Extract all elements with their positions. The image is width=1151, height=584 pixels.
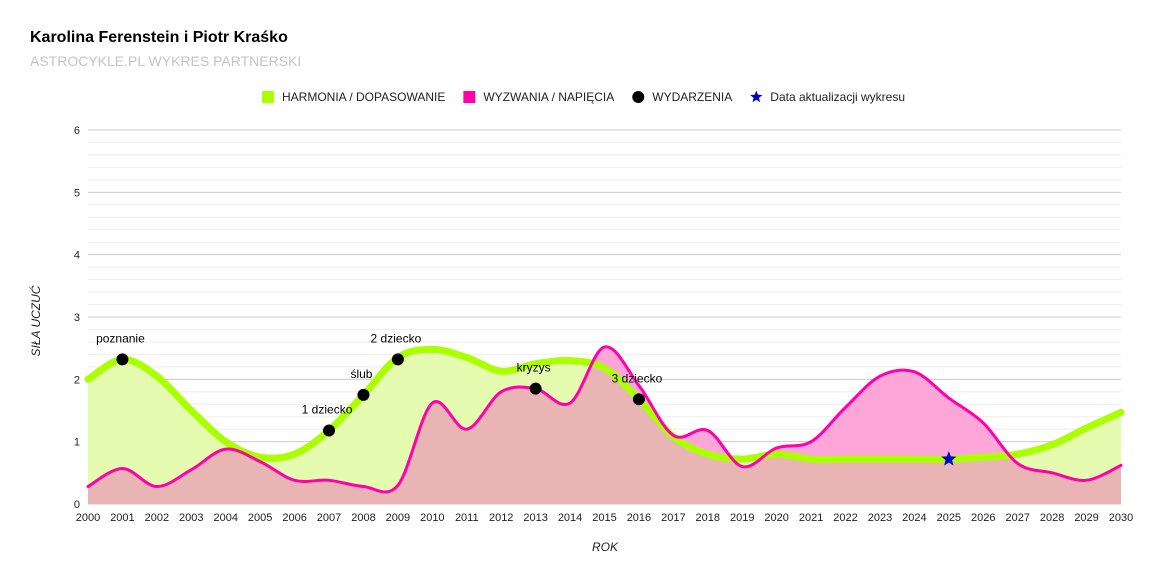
x-tick-label: 2015 — [592, 512, 616, 524]
legend-swatch — [750, 90, 763, 103]
x-tick-label: 2011 — [455, 512, 479, 524]
legend: HARMONIA / DOPASOWANIE WYZWANIA / NAPIĘCI… — [262, 90, 905, 104]
x-tick-label: 2002 — [145, 512, 169, 524]
x-tick-label: 2022 — [833, 512, 857, 524]
overlap-area — [88, 349, 1121, 504]
event-label: 1 dziecko — [302, 402, 353, 416]
x-tick-label: 2024 — [902, 512, 926, 524]
x-tick-label: 2005 — [248, 512, 272, 524]
update-marker — [941, 451, 957, 466]
y-tick-label: 6 — [74, 125, 80, 137]
event-point — [357, 388, 370, 401]
y-tick-label: 0 — [74, 499, 80, 511]
legend-label: WYZWANIA / NAPIĘCIA — [483, 90, 614, 104]
area-fills — [88, 346, 1121, 504]
event-label: ślub — [350, 367, 372, 381]
x-tick-label: 2004 — [213, 512, 237, 524]
y-axis-title: SIŁA UCZUĆ — [28, 285, 43, 356]
x-tick-label: 2009 — [386, 512, 410, 524]
y-tick-label: 2 — [74, 374, 80, 386]
x-tick-label: 2008 — [351, 512, 375, 524]
x-tick-label: 2027 — [1005, 512, 1029, 524]
x-tick-label: 2007 — [317, 512, 341, 524]
x-tick-label: 2001 — [110, 512, 134, 524]
y-tick-label: 1 — [74, 437, 80, 449]
event-label: poznanie — [96, 331, 145, 345]
x-tick-label: 2026 — [971, 512, 995, 524]
x-tick-label: 2006 — [282, 512, 306, 524]
x-tick-label: 2029 — [1074, 512, 1098, 524]
x-tick-label: 2013 — [523, 512, 547, 524]
x-tick-label: 2012 — [489, 512, 513, 524]
x-tick-label: 2003 — [179, 512, 203, 524]
legend-swatch — [632, 91, 645, 103]
x-tick-label: 2028 — [1040, 512, 1064, 524]
legend-swatch — [463, 91, 476, 103]
x-tick-label: 2020 — [764, 512, 788, 524]
x-tick-label: 2010 — [420, 512, 444, 524]
x-tick-label: 2016 — [627, 512, 651, 524]
event-point — [391, 353, 404, 366]
event-point — [529, 382, 542, 395]
x-tick-label: 2021 — [799, 512, 823, 524]
chart-title: Karolina Ferenstein i Piotr Kraśko — [30, 29, 288, 46]
event-point — [323, 424, 336, 437]
x-tick-label: 2000 — [76, 512, 100, 524]
legend-label: HARMONIA / DOPASOWANIE — [282, 90, 445, 104]
event-label: 3 dziecko — [612, 371, 663, 385]
x-tick-label: 2014 — [558, 512, 582, 524]
x-tick-label: 2025 — [937, 512, 961, 524]
wyzwania-line — [86, 345, 1123, 494]
event-markers: poznanie 1 dziecko ślub 2 dziecko kryzys 3 dz… — [96, 331, 663, 437]
event-label: 2 dziecko — [371, 331, 422, 345]
y-tick-label: 5 — [74, 187, 80, 199]
x-tick-label: 2019 — [730, 512, 754, 524]
x-axis-ticks: 2000 2001 2002 2003 2004 2005 2006 2007 2008 2009… — [76, 512, 1133, 524]
x-tick-label: 2023 — [868, 512, 892, 524]
y-axis-ticks: 0 1 2 3 4 5 6 — [74, 125, 80, 511]
y-tick-label: 4 — [74, 250, 80, 262]
update-star — [941, 451, 957, 466]
legend-swatch — [262, 91, 274, 103]
x-axis-title: ROK — [592, 540, 619, 554]
legend-label: Data aktualizacji wykresu — [770, 90, 905, 104]
chart-subtitle: ASTROCYKLE.PL WYKRES PARTNERSKI — [30, 53, 302, 69]
x-tick-label: 2030 — [1109, 512, 1133, 524]
event-point — [632, 393, 645, 406]
x-tick-label: 2017 — [661, 512, 685, 524]
x-tick-label: 2018 — [696, 512, 720, 524]
event-label: kryzys — [517, 361, 551, 375]
legend-label: WYDARZENIA — [652, 90, 732, 104]
y-tick-label: 3 — [74, 312, 80, 324]
event-point — [116, 353, 129, 366]
